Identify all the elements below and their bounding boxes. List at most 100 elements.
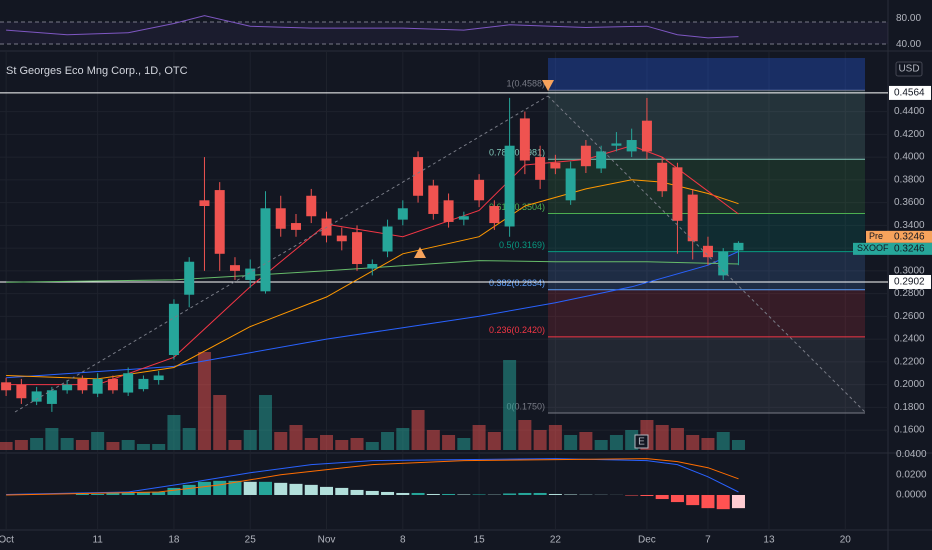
candle-body xyxy=(306,195,317,217)
macd-line xyxy=(6,458,739,495)
fib-label: 0.786(0.3981) xyxy=(489,148,545,158)
volume-bar xyxy=(289,425,303,450)
macd-histogram-bar xyxy=(472,494,486,495)
candle-body xyxy=(382,226,393,252)
candle-body xyxy=(123,373,134,393)
macd-histogram-bar xyxy=(274,482,288,495)
volume-bar xyxy=(213,395,227,450)
fib-trend-line xyxy=(547,95,866,413)
price-label-box xyxy=(889,274,931,289)
candle-body xyxy=(702,245,713,258)
candle-body xyxy=(443,200,454,222)
macd-histogram-bar xyxy=(701,494,715,509)
chart-title: St Georges Eco Mng Corp., 1D, OTC xyxy=(6,65,188,77)
volume-bar xyxy=(274,432,288,450)
candle-body xyxy=(1,382,12,391)
fib-trend-line xyxy=(14,95,549,413)
macd-histogram-bar xyxy=(106,492,120,495)
volume-bar xyxy=(655,425,669,450)
volume-bar xyxy=(548,425,562,450)
fib-label: 0.382(0.2834) xyxy=(489,278,545,288)
x-tick-label: 11 xyxy=(92,535,103,546)
moving-average xyxy=(6,251,739,379)
macd-histogram-bar xyxy=(655,494,669,500)
y-tick-label: 0.2000 xyxy=(894,379,925,390)
macd-histogram-bar xyxy=(121,492,135,495)
last-label-value: 0.3246 xyxy=(894,243,925,254)
volume-bar xyxy=(60,438,74,450)
macd-histogram-bar xyxy=(625,494,639,496)
candle-body xyxy=(31,391,42,402)
candle-body xyxy=(687,194,698,242)
macd-histogram-bar xyxy=(381,491,395,495)
fib-band xyxy=(548,213,865,252)
candle-body xyxy=(336,235,347,242)
volume-bar xyxy=(426,430,440,450)
volume-bar xyxy=(457,438,471,450)
fib-band xyxy=(548,336,865,414)
candle-body xyxy=(229,265,240,271)
x-tick-label: 25 xyxy=(245,535,257,546)
candle-body xyxy=(77,378,88,391)
candle-body xyxy=(580,145,591,167)
volume-bar xyxy=(258,395,272,450)
volume-bar xyxy=(533,430,547,450)
fib-label: 1(0.4588) xyxy=(506,79,545,89)
fib-band xyxy=(548,251,865,290)
volume-bar xyxy=(411,410,425,450)
candle-body xyxy=(46,390,57,404)
candle-body xyxy=(718,251,729,276)
plot: 0.1600 0.1800 0.2000 0.2200 0.2400 0.2600 0.28… xyxy=(0,13,932,546)
x-tick-label: 18 xyxy=(168,535,180,546)
macd-histogram-bar xyxy=(167,487,181,495)
y-tick-label: 0.3400 xyxy=(894,220,925,231)
macd-histogram-bar xyxy=(457,494,471,495)
volume-bar xyxy=(518,420,532,450)
macd-histogram-bar xyxy=(503,493,517,495)
last-label-value: 0.3246 xyxy=(894,231,925,242)
x-tick-label: 20 xyxy=(840,535,852,546)
y-tick-label: 0.2400 xyxy=(894,334,925,345)
macd-tick-label: 0.0200 xyxy=(896,469,927,480)
fib-label: 0.618(0.3504) xyxy=(489,202,545,212)
volume-bar xyxy=(487,432,501,450)
macd-histogram-bar xyxy=(136,491,150,495)
y-tick-label: 0.2800 xyxy=(894,288,925,299)
y-tick-label: 0.1600 xyxy=(894,425,925,436)
fib-top-box xyxy=(548,58,865,91)
y-tick-label: 0.3000 xyxy=(894,265,925,276)
volume-bar xyxy=(731,440,745,450)
volume-bar xyxy=(670,428,684,450)
x-tick-label: 15 xyxy=(474,535,486,546)
rsi-tick-label: 80.00 xyxy=(896,13,921,24)
candle-body xyxy=(245,268,256,280)
volume-bar xyxy=(701,438,715,450)
event-marker: E xyxy=(638,437,645,448)
y-tick-label: 0.4400 xyxy=(894,106,925,117)
macd-histogram-bar xyxy=(91,493,105,495)
x-tick-label: Oct xyxy=(0,535,14,546)
macd-histogram-bar xyxy=(686,494,700,506)
currency: USD xyxy=(898,64,919,75)
candle-body xyxy=(565,168,576,201)
macd-histogram-bar xyxy=(548,493,562,495)
candle-body xyxy=(107,378,118,391)
fib-band xyxy=(548,90,865,160)
y-tick-label: 0.4000 xyxy=(894,152,925,163)
candle-body xyxy=(519,118,530,161)
volume-bar xyxy=(320,435,334,450)
volume-bar xyxy=(609,435,623,450)
macd-histogram-bar xyxy=(411,492,425,495)
volume-bar xyxy=(14,440,28,450)
volume-bar xyxy=(152,444,166,450)
volume-bar xyxy=(594,440,608,450)
candle-body xyxy=(92,378,103,394)
candle-body xyxy=(153,375,164,381)
y-tick-label: 0.3800 xyxy=(894,174,925,185)
candle-body xyxy=(672,167,683,221)
volume-bar xyxy=(381,432,395,450)
candle-body xyxy=(16,384,27,399)
last-label-name: Pre xyxy=(869,231,883,241)
